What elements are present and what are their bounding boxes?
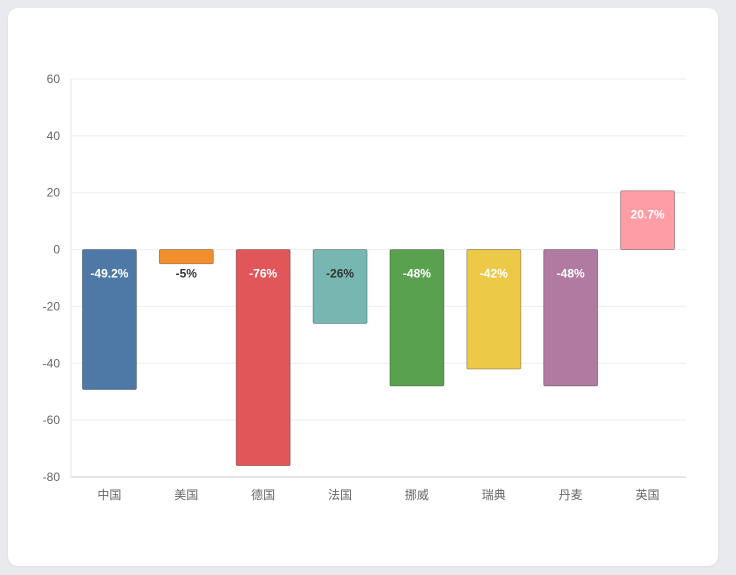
x-tick-label: 挪威 xyxy=(405,488,429,502)
y-tick-label: 40 xyxy=(47,129,61,143)
data-label: -76% xyxy=(249,267,277,281)
bar-1[interactable] xyxy=(82,249,137,390)
x-tick-label: 英国 xyxy=(636,488,660,502)
x-tick-label: 美国 xyxy=(174,488,198,502)
x-tick-label: 中国 xyxy=(97,487,121,502)
x-tick-label: 瑞典 xyxy=(482,488,506,502)
data-label: -26% xyxy=(326,267,354,281)
bar-2[interactable] xyxy=(158,249,214,265)
chart-card: 60 40 20 0 -20 -40 -60 -80 中国 美国 德国 法国 挪威 瑞典 丹麦 英国 -49.… xyxy=(8,8,718,566)
data-labels: -49.2% -5% -76% -26% -48% -42% -48% 20.7% xyxy=(90,208,664,281)
axes: 60 40 20 0 -20 -40 -60 -80 中国 美国 德国 法国 挪威 瑞典 丹麦 英国 xyxy=(43,72,660,502)
bar-6[interactable] xyxy=(466,249,522,370)
data-label: -5% xyxy=(176,267,198,281)
bar-3[interactable] xyxy=(235,249,291,467)
bar-chart: 60 40 20 0 -20 -40 -60 -80 中国 美国 德国 法国 挪威 瑞典 丹麦 英国 -49.… xyxy=(43,72,686,502)
data-label: -49.2% xyxy=(90,267,128,281)
y-tick-label: -60 xyxy=(43,413,61,427)
y-tick-label: 0 xyxy=(53,243,60,257)
data-label: -48% xyxy=(403,267,431,281)
bar-4[interactable] xyxy=(312,249,368,324)
y-tick-label: -20 xyxy=(43,299,61,313)
y-tick-label: -80 xyxy=(43,470,61,484)
bar-7[interactable] xyxy=(543,249,599,387)
x-tick-label: 法国 xyxy=(328,488,352,502)
y-tick-label: -40 xyxy=(43,356,61,370)
bar-8[interactable] xyxy=(620,190,675,250)
y-tick-label: 60 xyxy=(47,72,61,86)
bars xyxy=(82,190,675,467)
x-tick-label: 德国 xyxy=(251,487,275,502)
data-label: -42% xyxy=(480,267,508,281)
x-tick-label: 丹麦 xyxy=(559,488,583,502)
data-label: -48% xyxy=(557,267,585,281)
data-label: 20.7% xyxy=(631,208,665,222)
bar-5[interactable] xyxy=(389,249,445,387)
y-tick-label: 20 xyxy=(47,186,61,200)
